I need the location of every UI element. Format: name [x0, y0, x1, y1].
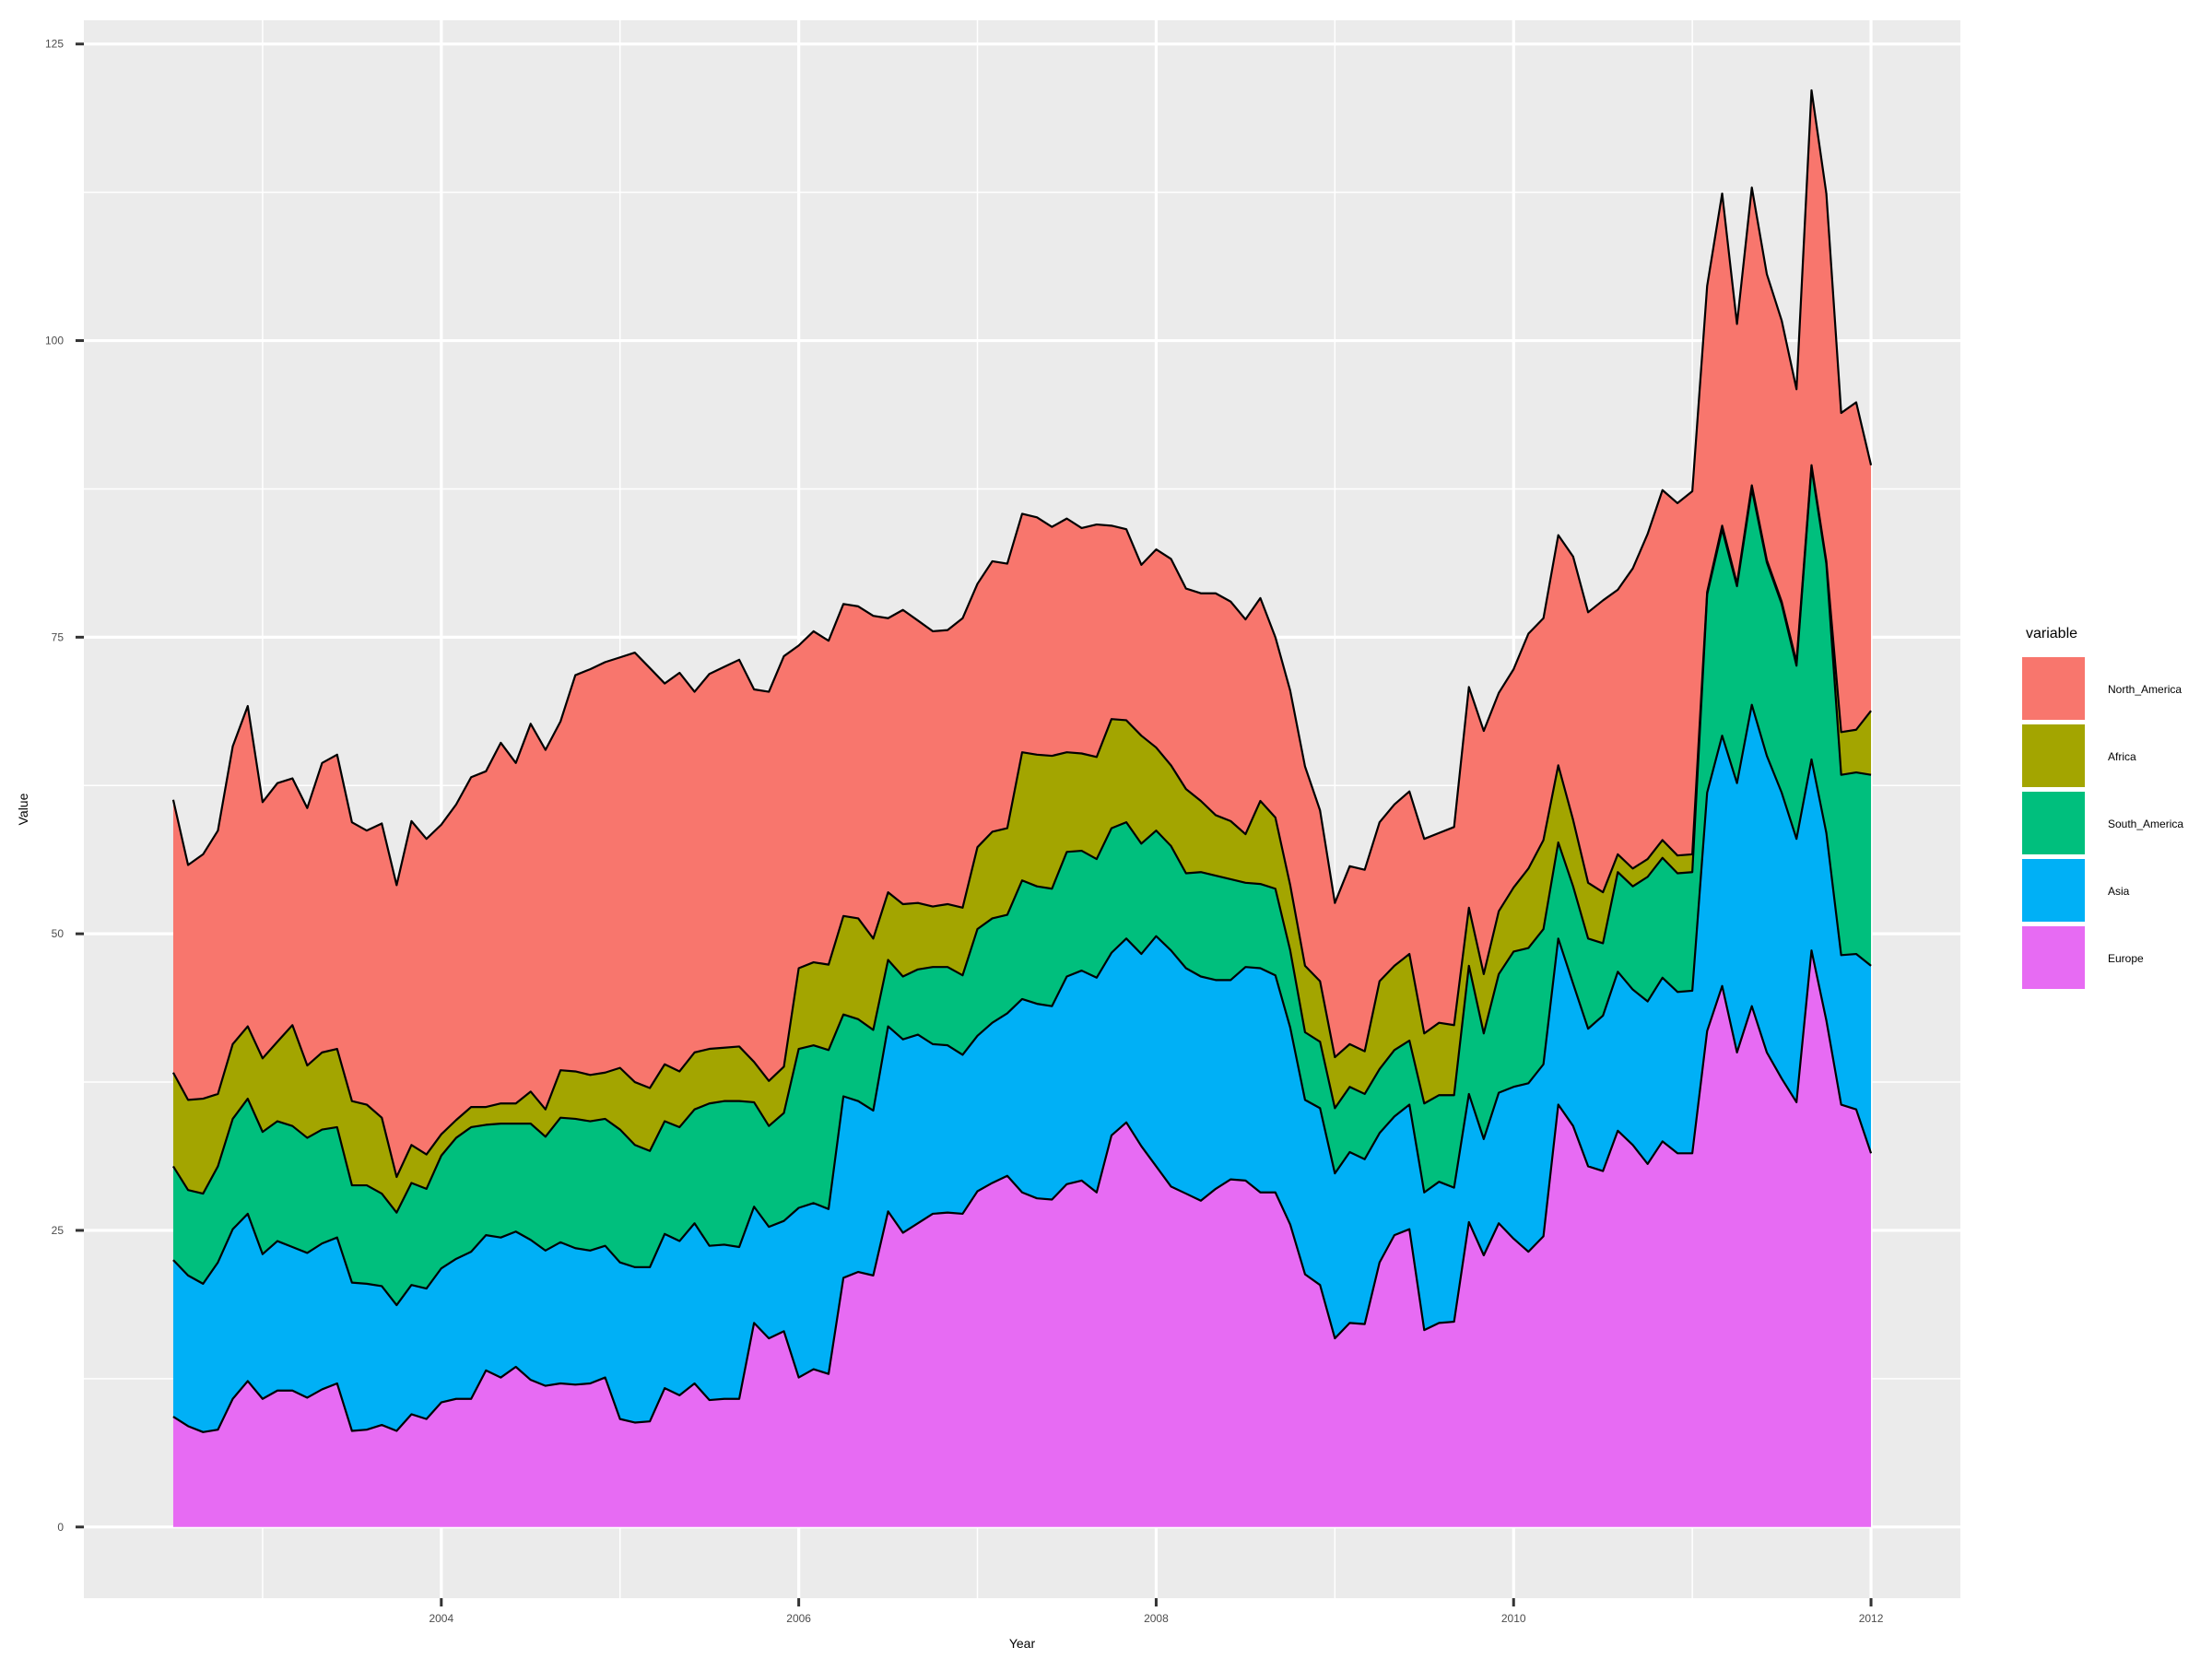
y-tick-label: 25	[52, 1224, 65, 1237]
area-north-america	[172, 89, 1872, 1178]
y-tick-label: 75	[52, 630, 65, 643]
y-axis: 0 25 50 75 100 125	[45, 38, 84, 1534]
legend-label: North_America	[2108, 683, 2182, 696]
legend-label: Europe	[2108, 952, 2144, 965]
legend-label: South_America	[2108, 818, 2183, 830]
y-tick-label: 50	[52, 927, 65, 940]
legend-label: Asia	[2108, 885, 2130, 898]
y-tick-label: 0	[57, 1521, 64, 1534]
outline-africa	[171, 464, 1872, 1179]
area-asia	[172, 704, 1872, 1432]
y-tick-label: 125	[45, 38, 64, 51]
x-axis-title: Year	[1009, 1636, 1036, 1651]
x-axis: 2004 2006 2008 2010 2012	[429, 1598, 1884, 1625]
y-tick-label: 100	[45, 335, 64, 347]
x-tick-label: 2006	[786, 1612, 811, 1625]
area-europe	[172, 950, 1872, 1527]
x-tick-label: 2008	[1144, 1612, 1169, 1625]
outline-north-america	[171, 88, 1873, 904]
x-tick-label: 2004	[429, 1612, 453, 1625]
legend-key-africa	[2020, 723, 2087, 789]
area-africa	[172, 465, 1872, 1213]
outline-europe	[172, 949, 1873, 1433]
x-tick-label: 2012	[1859, 1612, 1884, 1625]
legend-key-south-america	[2020, 790, 2087, 856]
legend-key-asia	[2020, 857, 2087, 924]
outline-asia	[172, 703, 1872, 1307]
legend-title: variable	[2026, 626, 2077, 641]
legend-key-north-america	[2020, 655, 2087, 722]
legend-key-europe	[2020, 924, 2087, 991]
area-outlines	[171, 88, 1873, 1433]
x-tick-label: 2010	[1501, 1612, 1526, 1625]
y-axis-title: Value	[16, 793, 30, 825]
outline-south-america	[172, 466, 1872, 1214]
legend: variable North_America Africa South_Americ…	[2020, 626, 2183, 991]
legend-label: Africa	[2108, 750, 2136, 763]
